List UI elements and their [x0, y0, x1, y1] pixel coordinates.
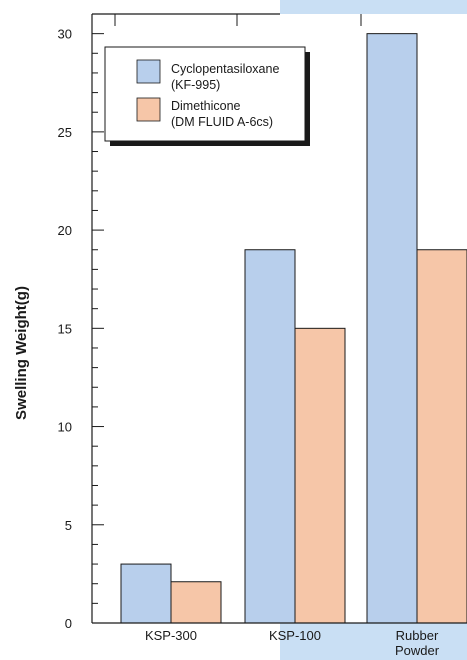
y-axis-ticks: 0 5 10 15 20 25 30 — [58, 13, 104, 631]
legend-label-series-1-line-1: Cyclopentasiloxane — [171, 62, 279, 76]
y-tick-label: 10 — [58, 420, 72, 435]
y-axis-title: Swelling Weight(g) — [13, 286, 30, 420]
y-tick-label: 5 — [65, 518, 72, 533]
bar-series-2-category-2 — [294, 327, 346, 624]
axes — [91, 13, 467, 624]
legend: Cyclopentasiloxane (KF-995) Dimethicone … — [104, 46, 310, 146]
y-tick-label: 15 — [58, 321, 72, 336]
x-tick-label: KSP-300 — [145, 628, 197, 643]
x-tick-label: Rubber — [396, 628, 439, 643]
x-tick-label: Powder — [395, 643, 440, 658]
legend-label-series-2-line-2: (DM FLUID A-6cs) — [171, 115, 273, 129]
bar-series-1-category-2 — [244, 249, 296, 624]
legend-swatch-series-1 — [136, 59, 161, 84]
y-tick-label: 0 — [65, 616, 72, 631]
y-tick-label: 25 — [58, 125, 72, 140]
legend-label-series-1-line-2: (KF-995) — [171, 78, 220, 92]
bar-series-1-category-3 — [366, 33, 418, 624]
bar-series-2-category-1 — [170, 581, 222, 624]
legend-label-series-2-line-1: Dimethicone — [171, 99, 241, 113]
bars — [120, 33, 467, 624]
y-tick-label: 20 — [58, 223, 72, 238]
x-tick-label: KSP-100 — [269, 628, 321, 643]
bar-series-1-category-1 — [120, 563, 172, 624]
legend-swatch-series-2 — [136, 97, 161, 122]
y-tick-label: 30 — [58, 27, 72, 42]
bar-series-2-category-3 — [416, 249, 467, 624]
